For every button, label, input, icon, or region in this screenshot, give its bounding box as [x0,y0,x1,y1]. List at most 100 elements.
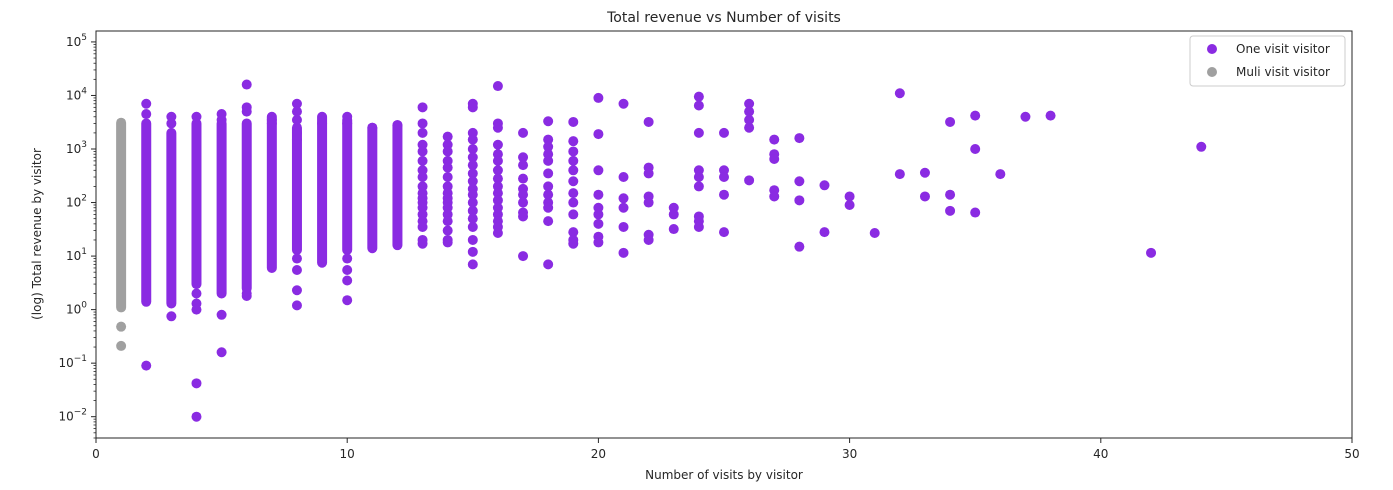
data-point-one-visit [518,160,529,171]
data-point-one-visit [919,191,930,202]
x-tick-label: 10 [340,447,355,461]
x-tick-label: 40 [1093,447,1108,461]
data-point-one-visit [216,347,227,358]
data-point-one-visit [618,193,629,204]
data-point-one-visit [342,118,353,129]
data-point-one-visit [744,122,755,133]
data-point-one-visit [342,253,353,264]
legend-box [1189,35,1346,87]
series-multi-visit [116,117,127,351]
data-point-one-visit [543,181,554,192]
data-point-one-visit [744,98,755,109]
data-point-one-visit [945,205,956,216]
data-point-one-visit [417,127,428,138]
data-point-one-visit [317,118,328,129]
data-point-one-visit [417,238,428,249]
data-point-one-visit [794,176,805,187]
data-point-one-visit [970,144,981,155]
data-point-one-visit [367,122,378,133]
data-point-one-visit [467,152,478,163]
data-point-one-visit [467,234,478,245]
data-point-one-visit [593,92,604,103]
data-point-one-visit [291,106,302,117]
legend-label-one-visit: One visit visitor [1236,42,1330,56]
data-point-one-visit [744,114,755,125]
data-point-one-visit [894,88,905,99]
data-point-one-visit [166,311,177,322]
data-point-one-visit [719,227,729,238]
data-point-one-visit [467,246,478,257]
data-point-one-visit [467,176,478,187]
data-point-one-visit [543,134,554,145]
data-point-one-visit [693,127,704,138]
data-point-one-visit [794,241,805,252]
legend-marker-one-visit [1207,44,1217,54]
data-point-one-visit [392,120,403,131]
data-point-one-visit [492,195,503,206]
y-tick-label: 104 [66,86,87,102]
data-point-one-visit [492,122,503,133]
data-point-one-visit [769,134,780,145]
data-point-one-visit [291,264,302,275]
data-point-one-visit [869,227,880,238]
data-point-one-visit [467,221,478,232]
data-point-one-visit [467,144,478,155]
data-point-one-visit [141,98,152,109]
data-point-one-visit [191,111,202,122]
data-point-one-visit [593,237,604,248]
data-point-one-visit [543,168,554,179]
y-axis: 10−2 10−1 100 101 102 103 104 105 [58,33,96,439]
data-point-one-visit [442,216,453,227]
data-point-one-visit [518,197,529,208]
data-point-one-visit [643,168,654,179]
data-point-one-visit [794,195,805,206]
data-point-multi-visit [116,321,127,332]
x-tick-label: 30 [842,447,857,461]
data-point-one-visit [492,165,503,176]
data-point-one-visit [492,139,503,150]
data-point-one-visit [492,155,503,166]
data-point-one-visit [568,238,579,249]
data-point-one-visit [467,259,478,270]
data-point-one-visit [693,100,704,111]
data-point-one-visit [241,290,252,301]
data-point-one-visit [568,176,579,187]
data-point-one-visit [1196,141,1207,152]
data-point-one-visit [543,189,554,200]
x-tick-label: 20 [591,447,606,461]
data-point-one-visit [442,162,453,173]
data-point-one-visit [568,116,579,127]
y-tick-label: 10−1 [58,354,87,370]
data-point-one-visit [593,218,604,229]
data-point-one-visit [744,106,755,117]
data-point-one-visit [568,197,579,208]
data-point-one-visit [467,189,478,200]
data-point-one-visit [417,146,428,157]
data-point-one-visit [543,116,554,127]
data-point-one-visit [1020,111,1031,122]
y-tick-label: 10−2 [58,408,87,424]
data-point-one-visit [769,191,780,202]
data-point-one-visit [693,171,704,182]
data-point-one-visit [467,134,478,145]
data-point-one-visit [291,134,302,145]
data-point-one-visit [769,154,780,165]
data-point-one-visit [593,129,604,140]
data-point-one-visit [643,234,654,245]
data-point-one-visit [719,189,729,200]
data-point-one-visit [719,127,729,138]
data-point-one-visit [417,155,428,166]
data-point-one-visit [518,189,529,200]
data-point-one-visit [417,171,428,182]
data-point-one-visit [417,118,428,129]
legend: One visit visitor Muli visit visitor [1189,35,1346,87]
data-point-multi-visit [116,340,127,351]
data-point-one-visit [1146,247,1157,258]
data-point-one-visit [342,295,353,306]
data-point-one-visit [543,216,554,227]
x-axis-label: Number of visits by visitor [645,468,803,482]
legend-marker-multi-visit [1207,67,1217,77]
data-point-one-visit [518,127,529,138]
data-point-one-visit [894,169,905,180]
x-axis: 0 10 20 30 40 50 [92,438,1360,461]
